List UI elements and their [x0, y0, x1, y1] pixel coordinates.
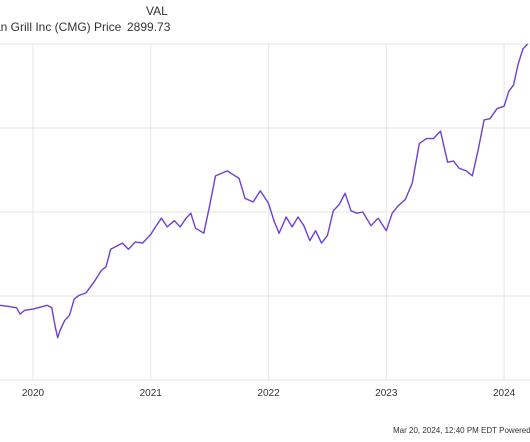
x-tick-label: 2020	[22, 388, 45, 399]
footer-timestamp: Mar 20, 2024, 12:40 PM EDT Powered by	[393, 426, 530, 435]
x-tick-label: 2022	[257, 388, 280, 399]
series-layer	[0, 43, 529, 339]
legend-column-header: VAL	[146, 4, 168, 18]
x-tick-label: 2021	[140, 388, 163, 399]
legend-series-label: can Grill Inc (CMG) Price	[0, 20, 122, 34]
gridlines	[0, 43, 530, 381]
x-tick-label: 2023	[375, 388, 398, 399]
series-line-cmg-price	[0, 43, 529, 339]
x-tick-label: 2024	[493, 388, 516, 399]
legend-series-value: 2899.73	[127, 20, 171, 34]
x-axis-ticks: 2020 2021 2022 2023 2024	[22, 388, 516, 399]
